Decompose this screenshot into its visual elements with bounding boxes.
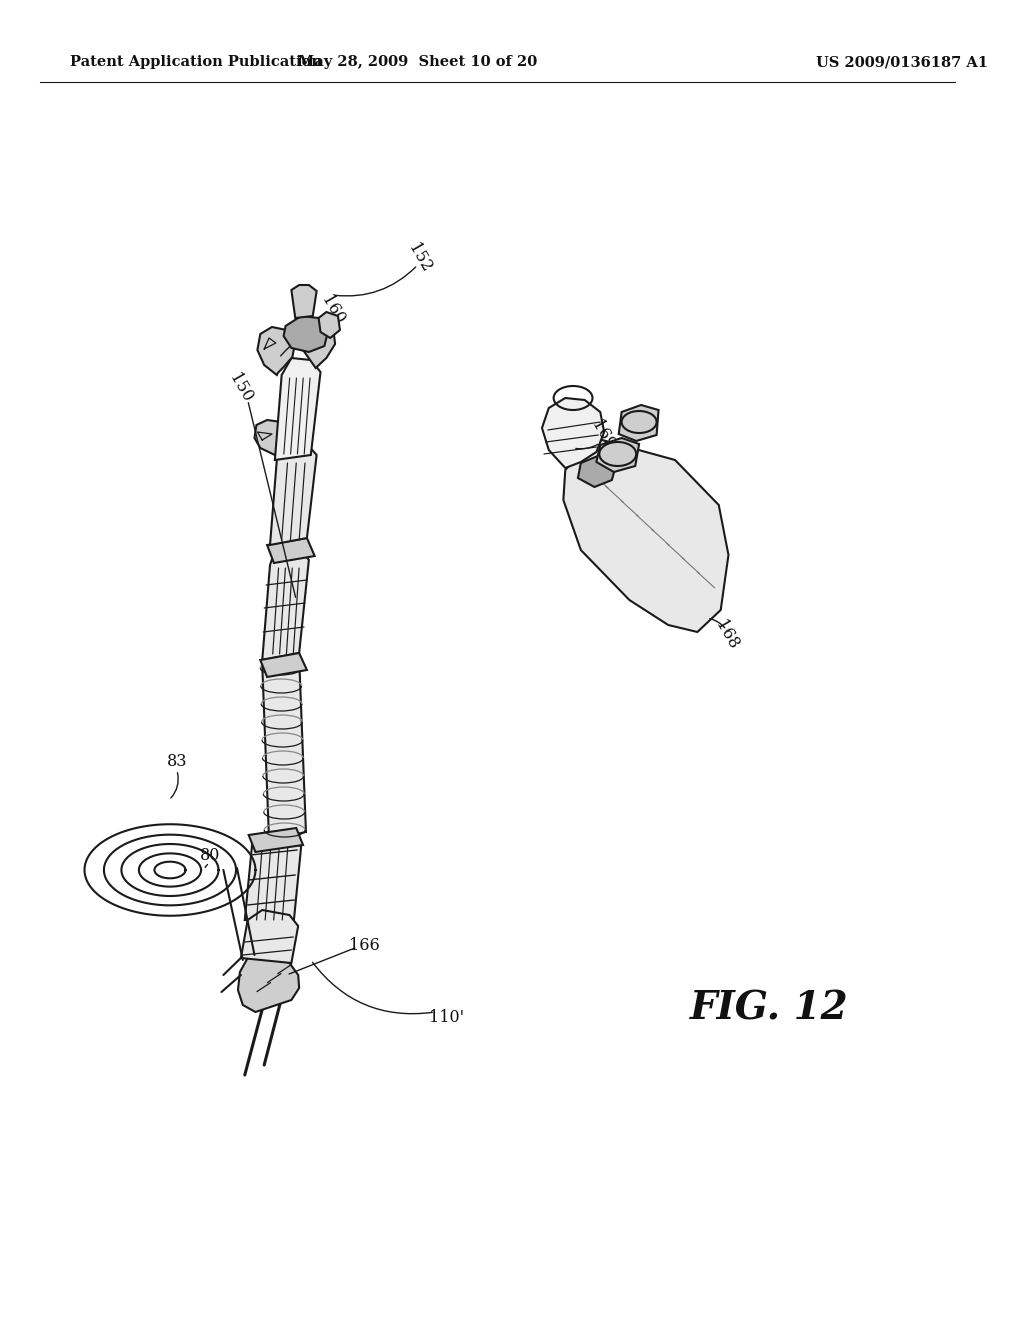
Text: Patent Application Publication: Patent Application Publication: [70, 55, 322, 69]
Polygon shape: [542, 399, 604, 469]
Polygon shape: [262, 545, 309, 660]
Polygon shape: [596, 438, 639, 473]
Polygon shape: [301, 321, 335, 368]
Text: 152: 152: [404, 240, 434, 276]
Polygon shape: [284, 315, 329, 352]
Polygon shape: [241, 909, 298, 964]
Text: FIG. 12: FIG. 12: [689, 990, 848, 1028]
Polygon shape: [292, 285, 316, 318]
Text: 166: 166: [349, 936, 380, 953]
Polygon shape: [257, 327, 295, 375]
Text: May 28, 2009  Sheet 10 of 20: May 28, 2009 Sheet 10 of 20: [298, 55, 538, 69]
Text: 150: 150: [226, 371, 256, 405]
Text: 160: 160: [317, 293, 347, 327]
Polygon shape: [578, 455, 616, 487]
Polygon shape: [563, 440, 728, 632]
Polygon shape: [245, 832, 301, 927]
Polygon shape: [618, 405, 658, 441]
Polygon shape: [262, 657, 306, 840]
Text: 168: 168: [712, 618, 741, 652]
Polygon shape: [260, 653, 307, 677]
Text: US 2009/0136187 A1: US 2009/0136187 A1: [816, 55, 988, 69]
Polygon shape: [274, 358, 321, 459]
Text: 83: 83: [167, 754, 187, 771]
Polygon shape: [238, 953, 299, 1012]
Text: 110': 110': [429, 1010, 464, 1027]
Polygon shape: [255, 420, 290, 455]
Polygon shape: [249, 828, 303, 851]
Polygon shape: [267, 539, 314, 564]
Text: 80: 80: [200, 847, 220, 865]
Text: 169: 169: [587, 417, 617, 453]
Polygon shape: [270, 440, 316, 545]
Polygon shape: [318, 312, 340, 338]
